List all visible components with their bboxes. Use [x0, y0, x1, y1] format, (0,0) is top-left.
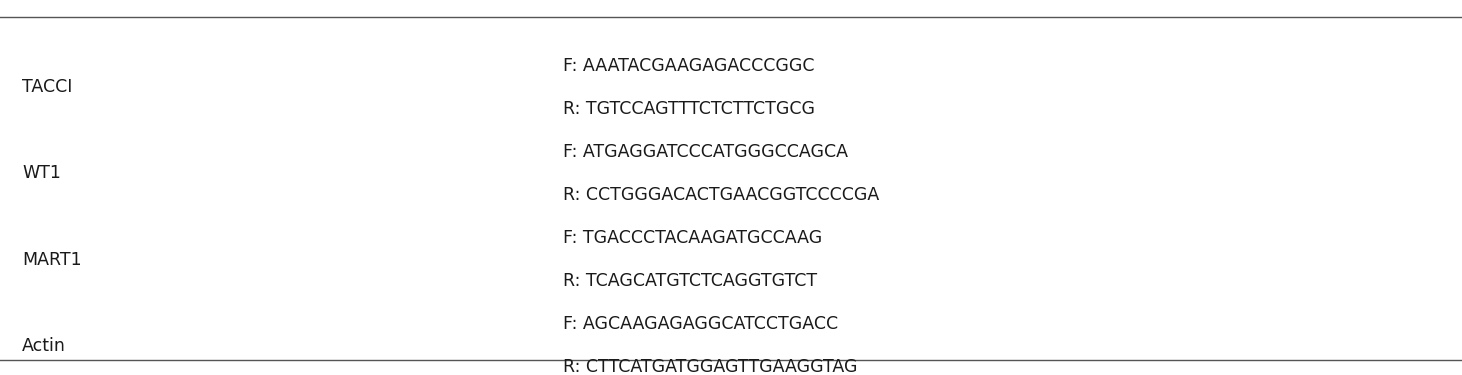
Text: R: CTTCATGATGGAGTTGAAGGTAG: R: CTTCATGATGGAGTTGAAGGTAG: [563, 358, 857, 375]
Text: F: AGCAAGAGAGGCATCCTGACC: F: AGCAAGAGAGGCATCCTGACC: [563, 315, 838, 333]
Text: R: CCTGGGACACTGAACGGTCCCCGA: R: CCTGGGACACTGAACGGTCCCCGA: [563, 186, 879, 204]
Text: F: ATGAGGATCCCATGGGCCAGCA: F: ATGAGGATCCCATGGGCCAGCA: [563, 143, 848, 161]
Text: WT1: WT1: [22, 164, 61, 183]
Text: F: TGACCCTACAAGATGCCAAG: F: TGACCCTACAAGATGCCAAG: [563, 229, 822, 247]
Text: MART1: MART1: [22, 251, 82, 268]
Text: TACCI: TACCI: [22, 78, 72, 96]
Text: R: TCAGCATGTCTCAGGTGTCT: R: TCAGCATGTCTCAGGTGTCT: [563, 272, 817, 290]
Text: Actin: Actin: [22, 337, 66, 355]
Text: F: AAATACGAAGAGACCCGGC: F: AAATACGAAGAGACCCGGC: [563, 57, 814, 75]
Text: R: TGTCCAGTTTCTCTTCTGCG: R: TGTCCAGTTTCTCTTCTGCG: [563, 100, 814, 118]
